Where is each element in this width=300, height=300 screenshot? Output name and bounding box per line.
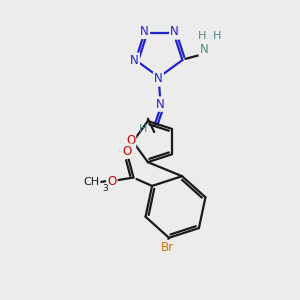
- Text: O: O: [123, 145, 132, 158]
- Text: H: H: [197, 31, 206, 40]
- Text: Br: Br: [161, 241, 174, 254]
- Text: 3: 3: [102, 184, 108, 193]
- Text: H: H: [213, 31, 222, 41]
- Text: H: H: [139, 124, 147, 134]
- Text: N: N: [140, 25, 149, 38]
- Text: N: N: [200, 43, 208, 56]
- Text: N: N: [154, 72, 163, 86]
- Text: N: N: [170, 26, 179, 38]
- Text: CH: CH: [84, 177, 100, 187]
- Text: O: O: [126, 134, 135, 148]
- Text: N: N: [130, 54, 139, 67]
- Text: N: N: [156, 98, 165, 111]
- Text: O: O: [107, 175, 116, 188]
